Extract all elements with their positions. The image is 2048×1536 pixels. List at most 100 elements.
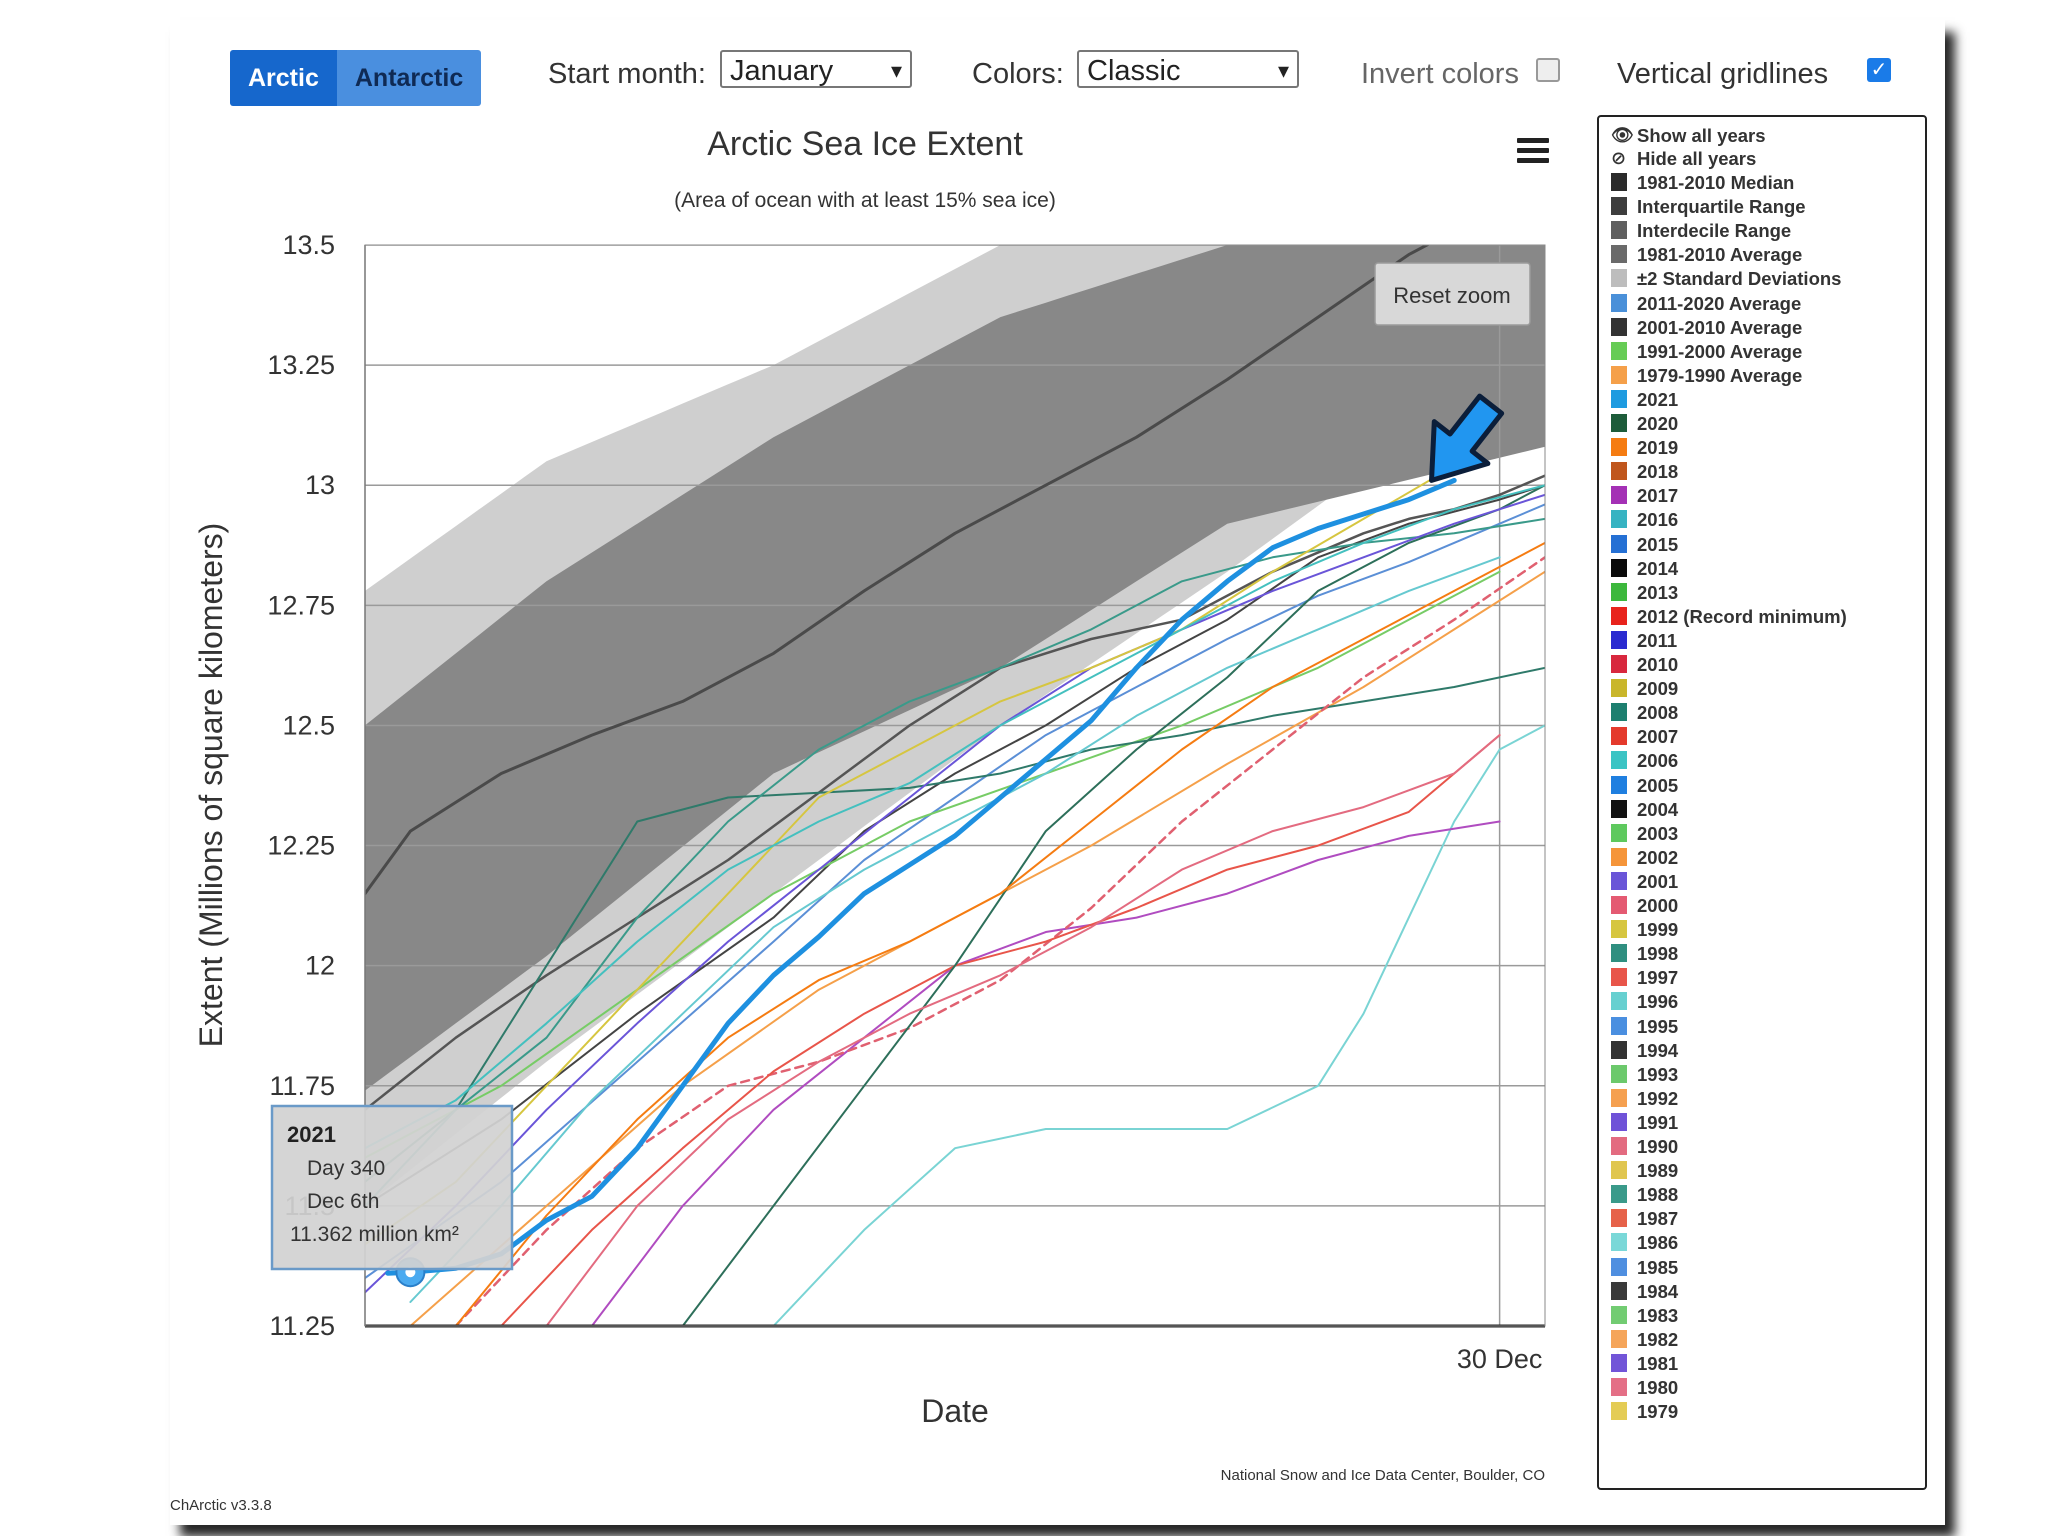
legend-item-label: 2012 (Record minimum) [1637, 605, 1847, 627]
legend-swatch [1611, 1378, 1627, 1396]
hamburger-menu-icon[interactable] [1517, 138, 1549, 166]
legend-swatch [1611, 871, 1627, 890]
legend-item-label: 1980 [1637, 1377, 1679, 1398]
legend-item-label: 2017 [1637, 485, 1679, 507]
legend-item-label: 2000 [1637, 895, 1679, 916]
legend-item-label: 1988 [1637, 1184, 1679, 1206]
legend-swatch [1611, 655, 1627, 673]
x-tick-label: 30 Dec [1457, 1344, 1543, 1374]
legend-item-label: 1985 [1637, 1256, 1679, 1278]
legend-swatch [1611, 1016, 1627, 1035]
legend-item-label: 2020 [1637, 413, 1679, 434]
legend-swatch [1611, 317, 1627, 336]
legend-swatch [1611, 703, 1627, 722]
reset-zoom-button[interactable]: Reset zoom [1374, 262, 1531, 326]
reset-zoom-bg [1374, 262, 1531, 326]
legend-swatch [1611, 1209, 1627, 1228]
annotation-arrow [1429, 393, 1505, 483]
legend-item-label: 2016 [1637, 509, 1679, 531]
legend-swatch [1611, 1402, 1627, 1421]
series-line-2021 [385, 477, 1457, 1276]
vertical-gridlines-label: Vertical gridlines [1617, 58, 1829, 90]
series-line-2017 [590, 820, 1501, 1326]
legend-item-label: 1979-1990 Average [1637, 364, 1803, 386]
legend-swatch [1611, 920, 1627, 939]
legend-swatch [1611, 1040, 1627, 1059]
legend-swatch [1611, 1257, 1627, 1276]
legend-swatch [1611, 727, 1627, 746]
colors-value: Classic [1087, 55, 1181, 87]
series-line-1979-1990-average [409, 570, 1545, 1326]
legend-item-label: 2014 [1637, 557, 1679, 579]
controls-bar: Arctic Antarctic Start month: January ▾ … [230, 44, 1930, 106]
legend-swatch [1611, 679, 1627, 698]
invert-colors-checkbox[interactable] [1536, 58, 1560, 82]
legend-swatch [1611, 630, 1627, 649]
legend-item-label: 1981-2010 Average [1637, 244, 1803, 266]
y-tick-label: 13 [305, 470, 335, 500]
y-tick-label: 12.25 [267, 831, 335, 861]
tooltip-value: 11.362 million km² [290, 1223, 459, 1246]
arrow-icon [1429, 393, 1505, 483]
y-tick-label: 13.25 [267, 350, 335, 380]
legend-item-label: 1986 [1637, 1232, 1679, 1254]
legend-item-label: 1992 [1637, 1087, 1679, 1109]
y-tick-label: 12.75 [267, 590, 335, 620]
legend-swatch [1611, 968, 1627, 987]
colors-select[interactable]: Classic ▾ [1077, 50, 1299, 88]
legend-item-label: 2006 [1637, 750, 1679, 772]
tooltip-title: 2021 [287, 1122, 336, 1147]
legend-swatch [1611, 847, 1627, 866]
legend-item-label: Interquartile Range [1637, 196, 1806, 218]
legend-item-label: 2010 [1637, 654, 1679, 675]
legend-swatch [1611, 558, 1627, 577]
legend-swatch [1611, 510, 1627, 529]
legend-hide-all-label: Hide all years [1637, 148, 1757, 169]
legend-swatch [1611, 341, 1627, 360]
legend-item-label: 1979 [1637, 1401, 1679, 1423]
antarctic-button[interactable]: Antarctic [336, 50, 482, 106]
legend-swatch [1611, 799, 1627, 818]
series-line-1999 [365, 465, 1456, 1246]
vertical-gridlines-checkbox[interactable]: ✓ [1867, 58, 1891, 82]
y-tick-label: 13.5 [282, 230, 335, 260]
start-month-select[interactable]: January ▾ [720, 50, 912, 88]
legend-item-label: 2005 [1637, 774, 1679, 796]
series-line-2013 [409, 556, 1501, 1303]
legend-item-label: Interdecile Range [1637, 220, 1792, 242]
arctic-button[interactable]: Arctic [230, 50, 337, 106]
series-line-1990 [545, 734, 1501, 1326]
series-line-2001-2010-average [365, 484, 1545, 1207]
legend-item-label: 1998 [1637, 943, 1679, 965]
legend-swatch [1611, 775, 1627, 794]
legend-item-label: 1999 [1637, 919, 1679, 941]
legend-swatch [1611, 1064, 1627, 1083]
tooltip-box [270, 1104, 514, 1271]
legend-item-label: ±2 Standard Deviations [1637, 268, 1842, 290]
chart-title: Arctic Sea Ice Extent [707, 125, 1023, 163]
legend-swatch [1611, 606, 1627, 625]
legend-swatch [1611, 896, 1627, 914]
legend-item-label: 1991 [1637, 1111, 1679, 1133]
chart-subtitle: (Area of ocean with at least 15% sea ice… [674, 189, 1056, 212]
legend-swatch [1611, 823, 1627, 842]
chevron-down-icon: ▾ [1277, 58, 1289, 83]
legend-swatch [1611, 269, 1627, 288]
region-toggle: Arctic Antarctic [230, 50, 482, 106]
eye-slash-icon: ⊘ [1611, 148, 1627, 168]
chevron-down-icon: ▾ [890, 58, 902, 83]
legend-item-label: 2004 [1637, 798, 1679, 820]
legend-item-label: 1990 [1637, 1136, 1679, 1157]
legend-item-label: 1984 [1637, 1280, 1679, 1302]
legend-item-label: 1981-2010 Median [1637, 172, 1795, 193]
y-tick-label: 11.75 [269, 1071, 335, 1101]
legend-swatch [1611, 197, 1627, 216]
series-line-2020 [365, 666, 1545, 1183]
legend-swatch [1611, 462, 1627, 481]
legend-item-label: 2007 [1637, 726, 1679, 748]
series-line-2008 [365, 517, 1545, 1207]
series-line-2011-2020-average [365, 503, 1545, 1279]
legend-item-label: 1983 [1637, 1304, 1679, 1326]
legend-item-label: 1997 [1637, 967, 1679, 989]
legend-item-label: 1981 [1637, 1352, 1679, 1374]
